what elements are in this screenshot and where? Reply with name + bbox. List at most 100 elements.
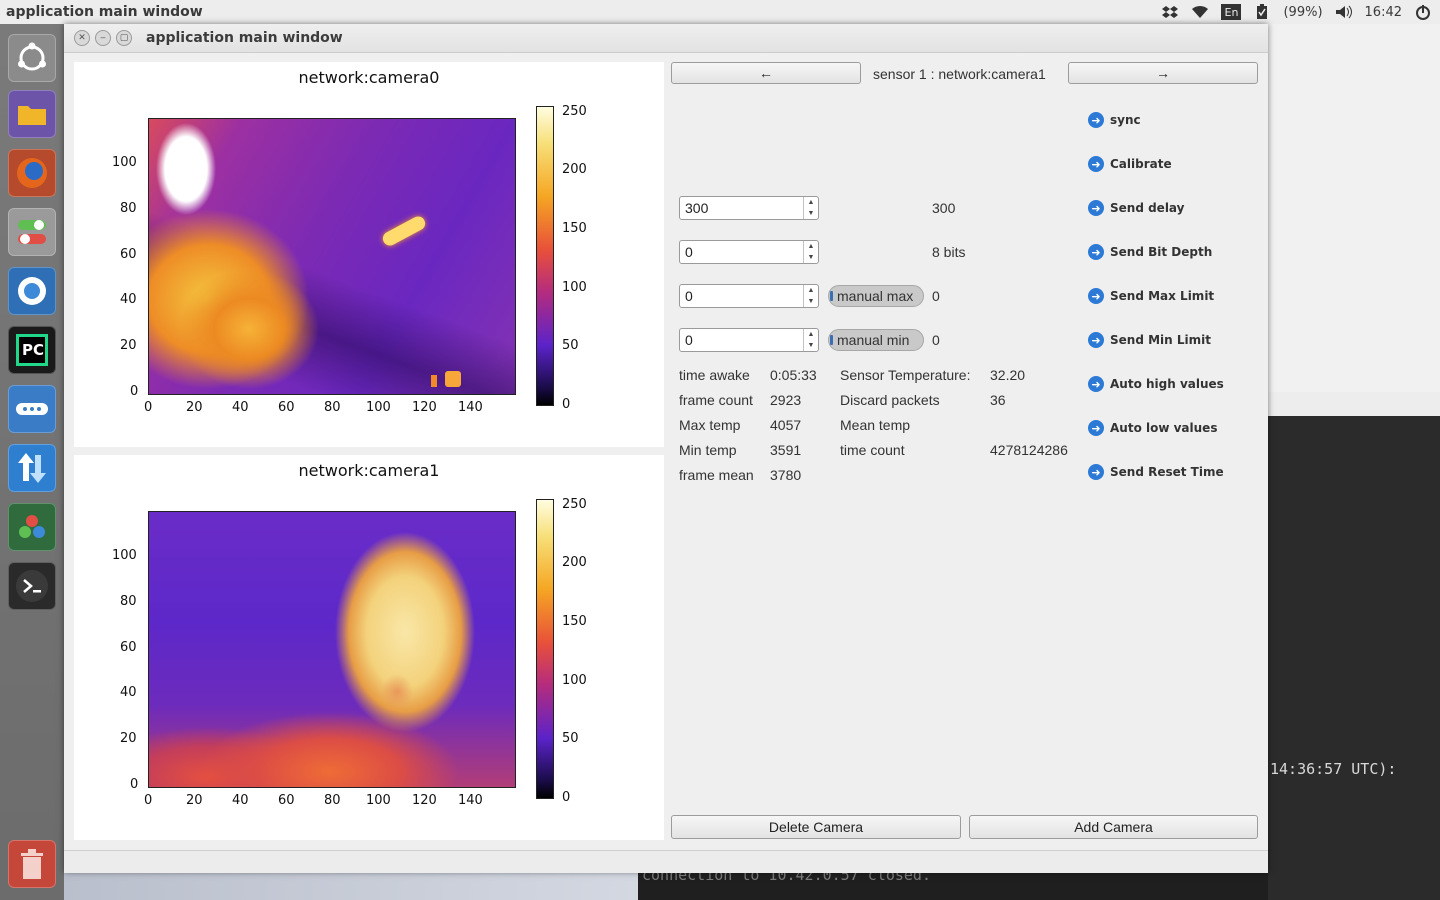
sensor-label: sensor 1 : network:camera1 (873, 66, 1046, 82)
x-tick-label: 140 (458, 793, 483, 808)
auto-high-values-command[interactable]: ➜ Auto high values (1088, 376, 1224, 392)
spin-arrows-icon[interactable]: ▲ ▼ (803, 197, 818, 219)
terminal-output-text: 14:36:57 UTC): (1270, 760, 1397, 778)
discard-packets-value: 36 (990, 392, 1006, 408)
prev-sensor-button[interactable]: ← (671, 62, 861, 84)
auto-low-values-command[interactable]: ➜ Auto low values (1088, 420, 1217, 436)
colorbar-tick-label: 100 (562, 673, 587, 688)
dropbox-icon[interactable] (1161, 4, 1179, 20)
delay-spinbox[interactable]: 300 ▲ ▼ (679, 196, 819, 220)
add-camera-button[interactable]: Add Camera (969, 815, 1258, 839)
spin-arrows-icon[interactable]: ▲ ▼ (803, 285, 818, 307)
sensor-temp-label: Sensor Temperature: (840, 367, 971, 383)
clock[interactable]: 16:42 (1364, 4, 1402, 20)
settings-launcher-button[interactable] (8, 208, 56, 256)
send-bit-depth-command[interactable]: ➜ Send Bit Depth (1088, 244, 1212, 260)
command-label: Auto high values (1110, 377, 1224, 391)
update-arrows-icon (18, 453, 46, 483)
sync-command[interactable]: ➜ sync (1088, 112, 1141, 128)
manual-max-toggle[interactable]: manual max (828, 285, 924, 307)
camera1-heatmap (148, 511, 516, 788)
camera0-colorbar (536, 106, 554, 406)
minlimit-spinbox-value[interactable]: 0 (685, 332, 693, 348)
frame-count-label: frame count (679, 392, 753, 408)
window-titlebar[interactable]: ✕ ‒ ▢ application main window (64, 24, 1268, 53)
calibrate-command[interactable]: ➜ Calibrate (1088, 156, 1172, 172)
frame-mean-label: frame mean (679, 467, 754, 483)
colorbar-tick-label: 200 (562, 162, 587, 177)
pycharm-launcher-button[interactable]: PC (8, 326, 56, 374)
chromium-icon (18, 277, 46, 305)
background-terminal-header (1268, 392, 1440, 416)
minlimit-spinbox[interactable]: 0 ▲ ▼ (679, 328, 819, 352)
power-icon[interactable] (1414, 4, 1432, 20)
tweak-launcher-button[interactable] (8, 503, 56, 551)
send-min-limit-command[interactable]: ➜ Send Min Limit (1088, 332, 1211, 348)
hot-spot (380, 214, 428, 248)
bitdepth-spinbox[interactable]: 0 ▲ ▼ (679, 240, 819, 264)
y-tick-label: 80 (120, 201, 137, 216)
command-label: Send delay (1110, 201, 1185, 215)
x-tick-label: 0 (144, 793, 153, 808)
bitdepth-spinbox-value[interactable]: 0 (685, 244, 693, 260)
trash-icon (21, 849, 43, 879)
command-label: sync (1110, 113, 1141, 127)
colorbar-tick-label: 100 (562, 280, 587, 295)
bottom-terminal: connection to 10.42.0.57 closed. (638, 866, 1268, 900)
wifi-icon[interactable] (1191, 4, 1209, 20)
next-sensor-button[interactable]: → (1068, 62, 1258, 84)
x-tick-label: 20 (186, 400, 203, 415)
arrow-right-icon: ➜ (1088, 112, 1104, 128)
window-close-icon[interactable]: ✕ (74, 30, 90, 46)
chromium-launcher-button[interactable] (8, 267, 56, 315)
y-tick-label: 0 (130, 777, 139, 792)
minlimit-value: 0 (932, 332, 940, 348)
colorbar-tick-label: 250 (562, 497, 587, 512)
unity-launcher: PC (0, 24, 64, 900)
files-launcher-button[interactable] (8, 90, 56, 138)
send-max-limit-command[interactable]: ➜ Send Max Limit (1088, 288, 1214, 304)
x-tick-label: 20 (186, 793, 203, 808)
arrow-right-icon: ➜ (1088, 420, 1104, 436)
update-launcher-button[interactable] (8, 444, 56, 492)
terminal-launcher-button[interactable] (8, 562, 56, 610)
spin-arrows-icon[interactable]: ▲ ▼ (803, 329, 818, 351)
y-tick-label: 40 (120, 685, 137, 700)
spin-arrows-icon[interactable]: ▲ ▼ (803, 241, 818, 263)
min-temp-label: Min temp (679, 442, 737, 458)
arrow-right-icon: ➜ (1088, 244, 1104, 260)
maxlimit-spinbox-value[interactable]: 0 (685, 288, 693, 304)
x-tick-label: 40 (232, 793, 249, 808)
battery-percent: (99%) (1283, 4, 1323, 20)
send-delay-command[interactable]: ➜ Send delay (1088, 200, 1184, 216)
window-maximize-icon[interactable]: ▢ (116, 30, 132, 46)
manual-min-toggle[interactable]: manual min (828, 329, 924, 351)
ubuntu-dash-button[interactable] (8, 34, 56, 82)
window-title: application main window (146, 30, 343, 46)
remmina-launcher-button[interactable] (8, 385, 56, 433)
colorbar-tick-label: 50 (562, 731, 579, 746)
hot-spot (445, 371, 461, 387)
x-tick-label: 120 (412, 793, 437, 808)
frame-mean-value: 3780 (770, 467, 802, 483)
frame-count-value: 2923 (770, 392, 802, 408)
battery-icon[interactable] (1253, 4, 1271, 20)
active-app-title: application main window (6, 4, 203, 20)
delete-camera-button[interactable]: Delete Camera (671, 815, 961, 839)
time-awake-value: 0:05:33 (770, 367, 817, 383)
trash-launcher-button[interactable] (8, 840, 56, 888)
keyboard-icon[interactable]: En (1221, 4, 1242, 20)
delay-spinbox-value[interactable]: 300 (685, 200, 709, 216)
window-minimize-icon[interactable]: ‒ (95, 30, 111, 46)
hot-spot (431, 375, 437, 387)
time-count-value: 4278124286 (990, 442, 1068, 458)
toggle-knob (830, 291, 833, 301)
command-label: Calibrate (1110, 157, 1172, 171)
max-temp-value: 4057 (770, 417, 802, 433)
send-reset-time-command[interactable]: ➜ Send Reset Time (1088, 464, 1224, 480)
firefox-launcher-button[interactable] (8, 149, 56, 197)
volume-icon[interactable] (1335, 4, 1353, 20)
x-tick-label: 120 (412, 400, 437, 415)
maxlimit-spinbox[interactable]: 0 ▲ ▼ (679, 284, 819, 308)
colorbar-tick-label: 50 (562, 338, 579, 353)
